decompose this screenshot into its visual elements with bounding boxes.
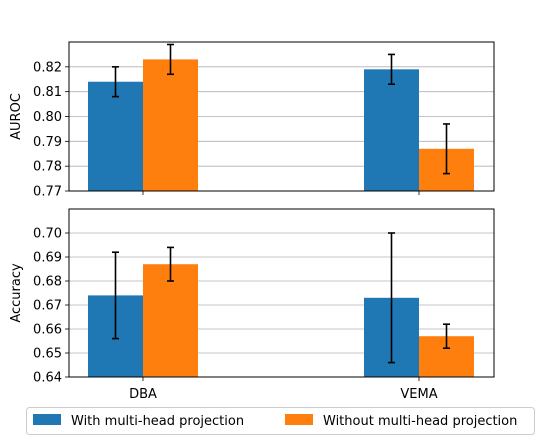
accuracy-chart: 0.64 0.65 0.66 0.67 0.68 0.69 0.70 DBA VEMA Accur… bbox=[9, 208, 495, 402]
y-axis-label: AUROC bbox=[9, 93, 24, 140]
axes-frame bbox=[68, 41, 495, 192]
bar-dba-without bbox=[143, 59, 198, 192]
legend-label: Without multi-head projection bbox=[323, 414, 517, 429]
y-axis-label: Accuracy bbox=[9, 263, 24, 323]
legend: With multi-head projection Without multi-… bbox=[26, 407, 535, 435]
y-tick-label: 0.78 bbox=[33, 160, 62, 175]
y-tick-label: 0.66 bbox=[33, 323, 62, 338]
y-tick-label: 0.69 bbox=[33, 251, 62, 266]
x-tick-label: VEMA bbox=[400, 387, 437, 402]
y-tick-label: 0.80 bbox=[33, 110, 62, 125]
y-tick-label: 0.79 bbox=[33, 135, 62, 150]
legend-swatch bbox=[33, 414, 61, 425]
y-tick-label: 0.67 bbox=[33, 299, 62, 314]
y-tick-label: 0.64 bbox=[33, 371, 62, 386]
y-tick-label: 0.81 bbox=[33, 85, 62, 100]
legend-label: With multi-head projection bbox=[71, 414, 244, 429]
auroc-chart: 0.77 0.78 0.79 0.80 0.81 0.82 AUROC bbox=[9, 41, 495, 200]
y-tick-label: 0.70 bbox=[33, 227, 62, 242]
legend-swatch bbox=[285, 414, 313, 425]
bar-vema-with bbox=[364, 69, 419, 191]
legend-box bbox=[26, 407, 535, 435]
bar-dba-without bbox=[143, 264, 198, 377]
x-tick-label: DBA bbox=[129, 387, 157, 402]
bar-dba-with bbox=[88, 81, 143, 191]
y-tick-label: 0.77 bbox=[33, 185, 62, 200]
y-tick-label: 0.82 bbox=[33, 60, 62, 75]
y-tick-label: 0.68 bbox=[33, 275, 62, 290]
y-tick-label: 0.65 bbox=[33, 347, 62, 362]
axes-frame bbox=[68, 208, 495, 378]
